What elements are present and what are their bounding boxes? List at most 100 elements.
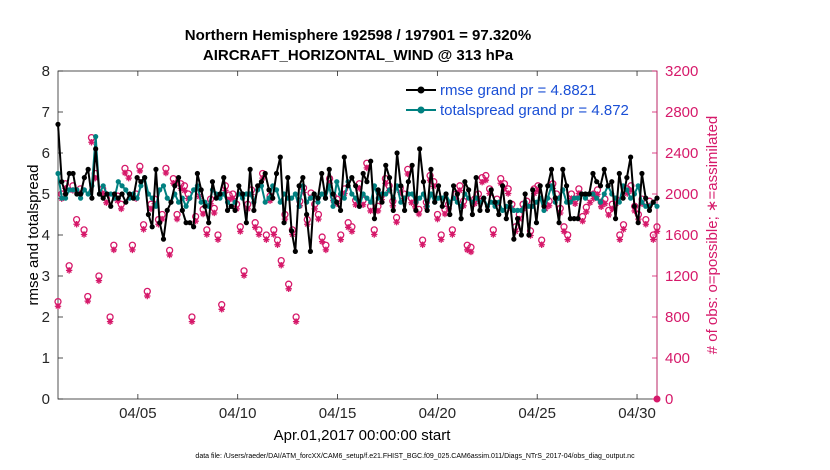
totalspread-point — [153, 203, 159, 209]
rmse-point — [130, 195, 136, 201]
obs-assimilated-marker — [382, 180, 389, 187]
obs-assimilated-marker — [162, 169, 170, 177]
y-left-tick-label: 8 — [42, 63, 50, 80]
rmse-point — [296, 183, 302, 189]
y-left-tick-label: 6 — [42, 145, 50, 162]
rmse-point — [458, 216, 464, 222]
rmse-point — [654, 195, 660, 201]
totalspread-point — [330, 203, 336, 209]
rmse-point — [417, 146, 423, 152]
rmse-point — [198, 187, 204, 193]
totalspread-point — [85, 191, 91, 197]
rmse-point — [334, 199, 340, 205]
y-right-tick-label: 0 — [665, 391, 673, 408]
rmse-point — [322, 195, 329, 201]
rmse-point — [145, 211, 152, 218]
rmse-point — [567, 216, 573, 222]
totalspread-point — [191, 187, 197, 193]
y-left-tick-label: 7 — [42, 104, 50, 121]
totalspread-point — [511, 207, 517, 213]
rmse-point — [78, 191, 84, 197]
obs-assimilated-marker — [237, 228, 244, 235]
totalspread-point — [597, 199, 604, 205]
obs-assimilated-marker — [188, 318, 196, 325]
rmse-point — [70, 170, 76, 177]
totalspread-point — [349, 191, 355, 197]
x-tick-label: 04/30 — [618, 405, 656, 422]
rmse-point — [582, 191, 589, 197]
rmse-point — [224, 207, 231, 213]
obs-assimilated-marker — [73, 221, 80, 228]
rmse-point — [243, 220, 249, 226]
obs-assimilated-marker — [229, 195, 237, 202]
totalspread-point — [307, 195, 314, 201]
obs-assimilated-marker — [490, 231, 497, 238]
rmse-point — [432, 199, 438, 205]
obs-assimilated-marker — [650, 236, 657, 243]
y-right-tick-label: 2000 — [665, 186, 698, 203]
rmse-point — [213, 195, 219, 201]
totalspread-point — [81, 187, 87, 193]
rmse-point — [85, 166, 91, 172]
rmse-point — [571, 216, 577, 222]
rmse-point — [194, 170, 200, 177]
rmse-point — [439, 203, 445, 209]
rmse-point — [473, 175, 479, 181]
rmse-point — [134, 175, 140, 181]
rmse-point — [341, 154, 347, 160]
obs-assimilated-marker — [348, 228, 356, 235]
totalspread-point — [115, 179, 121, 185]
rmse-point — [149, 224, 155, 230]
rmse-point — [492, 199, 498, 205]
obs-zero-marker — [653, 395, 661, 403]
x-tick-label: 04/25 — [518, 405, 556, 422]
rmse-point — [413, 207, 419, 213]
rmse-point — [191, 224, 197, 230]
rmse-point — [590, 170, 596, 177]
rmse-point — [484, 207, 491, 213]
rmse-point — [247, 166, 253, 172]
totalspread-point — [273, 187, 280, 193]
rmse-point — [187, 220, 193, 226]
obs-assimilated-marker — [266, 197, 274, 204]
rmse-point — [496, 211, 502, 218]
obs-assimilated-marker — [456, 187, 464, 194]
obs-assimilated-marker — [560, 228, 568, 235]
totalspread-point — [160, 183, 167, 189]
obs-assimilated-marker — [564, 236, 571, 243]
rmse-point — [424, 207, 430, 213]
rmse-point — [401, 207, 408, 213]
rmse-point — [164, 207, 170, 213]
rmse-point — [239, 191, 246, 197]
obs-assimilated-marker — [568, 195, 575, 202]
rmse-point — [612, 216, 619, 222]
obs-assimilated-marker — [471, 200, 478, 207]
obs-assimilated-marker — [478, 179, 486, 186]
obs-assimilated-marker — [538, 241, 545, 248]
legend: rmse grand pr = 4.8821 totalspread grand… — [402, 76, 652, 119]
rmse-point — [462, 179, 468, 185]
rmse-point — [541, 203, 547, 209]
rmse-point — [160, 236, 167, 242]
obs-assimilated-marker — [571, 200, 579, 207]
obs-assimilated-marker — [482, 176, 490, 184]
obs-assimilated-marker — [624, 190, 631, 197]
obs-assimilated-marker — [125, 174, 132, 182]
y-right-tick-label: 800 — [665, 309, 690, 326]
obs-assimilated-marker — [363, 164, 371, 172]
data-file-footer: data file: /Users/raeder/DAI/ATM_forcXX/… — [195, 453, 635, 460]
obs-assimilated-marker — [251, 224, 259, 231]
rmse-point — [319, 170, 325, 177]
rmse-point — [123, 199, 129, 205]
rmse-point — [518, 232, 524, 238]
rmse-point — [356, 203, 362, 209]
rmse-point — [126, 191, 133, 197]
obs-assimilated-marker — [352, 201, 359, 208]
obs-assimilated-marker — [531, 190, 538, 197]
obs-assimilated-marker — [344, 224, 352, 231]
rmse-point — [499, 183, 506, 189]
rmse-point — [447, 211, 453, 218]
rmse-point — [288, 228, 295, 234]
y-axis-left-label: rmse and totalspread — [25, 165, 42, 306]
